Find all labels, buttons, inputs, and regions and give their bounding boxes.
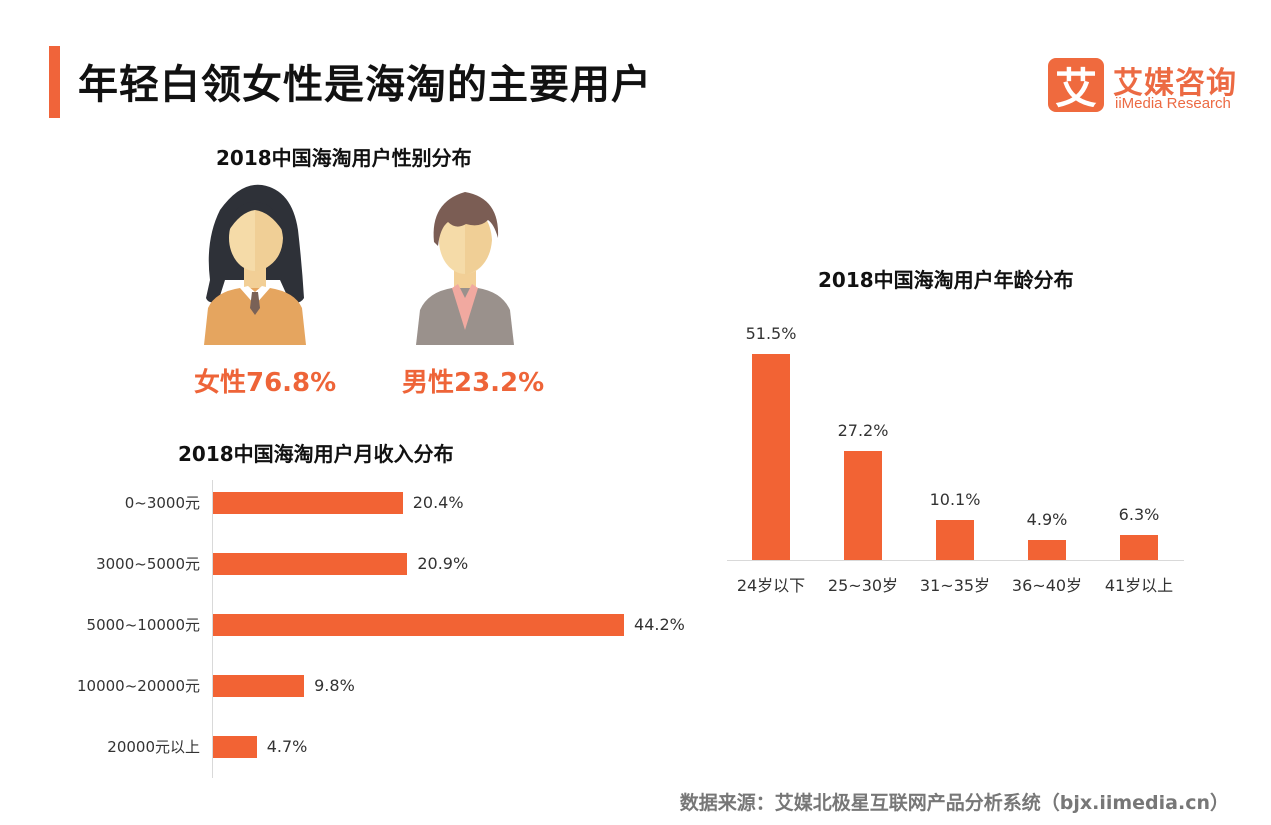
male-share-label: 男性23.2% xyxy=(402,368,545,398)
income-bar-row: 0~3000元 20.4% xyxy=(0,492,1271,514)
gender-chart-title: 2018中国海淘用户性别分布 xyxy=(216,146,472,170)
age-chart-axis xyxy=(727,560,1184,561)
age-category-label: 41岁以上 xyxy=(1104,576,1174,595)
age-value-label: 51.5% xyxy=(745,324,797,343)
income-value-label: 4.7% xyxy=(266,737,308,756)
data-source-note: 数据来源：艾媒北极星互联网产品分析系统（bjx.iimedia.cn） xyxy=(679,792,1229,814)
female-user-icon xyxy=(200,180,310,345)
age-value-label: 4.9% xyxy=(1026,510,1068,530)
logo-name-cn: 艾媒咨询 xyxy=(1113,66,1237,101)
title-accent-bar xyxy=(49,46,60,118)
age-category-label: 31~35岁 xyxy=(919,576,991,595)
income-category-label: 10000~20000元 xyxy=(76,677,200,695)
age-category-label: 25~30岁 xyxy=(827,576,899,595)
male-user-icon xyxy=(410,180,520,345)
iimedia-logo-icon: 艾 xyxy=(1048,58,1104,113)
income-chart-axis xyxy=(212,480,213,778)
income-category-label: 0~3000元 xyxy=(124,494,200,512)
age-category-label: 24岁以下 xyxy=(736,576,806,595)
age-value-label: 10.1% xyxy=(929,489,981,509)
page-title: 年轻白领女性是海淘的主要用户 xyxy=(78,62,652,108)
income-bar xyxy=(213,614,625,636)
age-bar xyxy=(844,451,882,560)
income-value-label: 9.8% xyxy=(314,676,355,695)
age-bar xyxy=(1120,534,1158,560)
income-chart-title: 2018中国海淘用户月收入分布 xyxy=(178,442,454,466)
income-bar xyxy=(213,736,257,758)
income-category-label: 3000~5000元 xyxy=(96,555,200,573)
age-chart-title: 2018中国海淘用户年龄分布 xyxy=(818,268,1074,292)
age-bar xyxy=(752,354,790,560)
age-bar xyxy=(936,519,974,560)
logo-glyph: 艾 xyxy=(1054,63,1097,113)
income-bar xyxy=(213,675,305,697)
age-value-label: 6.3% xyxy=(1118,504,1160,524)
age-category-label: 36~40岁 xyxy=(1011,576,1083,595)
age-value-label: 27.2% xyxy=(837,421,889,441)
income-category-label: 5000~10000元 xyxy=(86,616,200,634)
income-bar-row: 20000元以上 4.7% xyxy=(0,736,1271,758)
income-bar-row: 3000~5000元 20.9% xyxy=(0,553,1271,575)
income-value-label: 20.4% xyxy=(412,493,464,512)
logo-name-en: iiMedia Research xyxy=(1115,95,1231,112)
income-value-label: 44.2% xyxy=(634,615,685,634)
income-bar-row: 5000~10000元 44.2% xyxy=(0,614,1271,636)
income-category-label: 20000元以上 xyxy=(107,738,200,756)
income-bar-row: 10000~20000元 9.8% xyxy=(0,675,1271,697)
female-share-label: 女性76.8% xyxy=(194,368,337,398)
age-bar xyxy=(1028,540,1066,560)
income-bar xyxy=(213,553,408,575)
income-bar xyxy=(213,492,403,514)
income-value-label: 20.9% xyxy=(417,554,469,573)
